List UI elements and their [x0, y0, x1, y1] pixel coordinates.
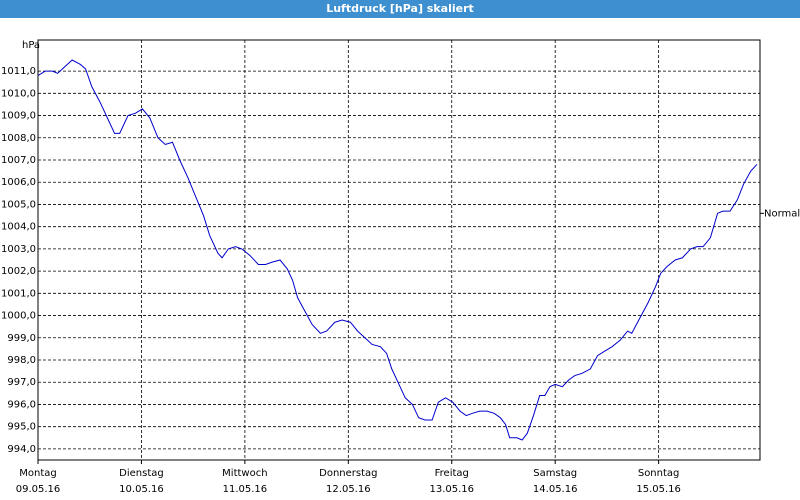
y-tick-label: 1004,0	[1, 222, 36, 233]
line	[37, 59, 758, 441]
x-tick-date: 13.05.16	[429, 484, 474, 495]
y-tick-label: 1003,0	[1, 244, 36, 255]
title-bar: Luftdruck [hPa] skaliert	[0, 0, 800, 18]
y-tick-label: 1007,0	[1, 155, 36, 166]
x-tick-date: 15.05.16	[636, 484, 681, 495]
y-tick-label: 1006,0	[1, 177, 36, 188]
x-tick-label: Sonntag	[638, 468, 680, 479]
y-axis-label: hPa	[22, 40, 40, 51]
plot-frame	[37, 39, 761, 461]
x-tick-date: 10.05.16	[119, 484, 164, 495]
y-tick-label: 998,0	[7, 355, 36, 366]
y-tick-label: 1011,0	[1, 66, 36, 77]
x-tick-date: 14.05.16	[533, 484, 578, 495]
x-tick-label: Montag	[19, 468, 56, 479]
y-tick-label: 1009,0	[1, 111, 36, 122]
y-tick-label: 1010,0	[1, 88, 36, 99]
x-tick-label: Dienstag	[119, 468, 164, 479]
y-tick-label: 996,0	[7, 399, 36, 410]
y-tick-label: 999,0	[7, 333, 36, 344]
y-tick-label: 1008,0	[1, 133, 36, 144]
y-tick-label: 1005,0	[1, 199, 36, 210]
x-tick-label: Mittwoch	[222, 468, 267, 479]
x-tick-label: Donnerstag	[319, 468, 377, 479]
x-tick-date: 11.05.16	[223, 484, 268, 495]
x-tick-label: Samstag	[533, 468, 577, 479]
y-tick-label: 997,0	[7, 377, 36, 388]
y-tick-label: 995,0	[7, 422, 36, 433]
y-tick-label: 994,0	[7, 444, 36, 455]
y-tick-label: 1000,0	[1, 311, 36, 322]
x-tick-label: Freitag	[435, 468, 469, 479]
x-tick-date: 12.05.16	[326, 484, 371, 495]
reference-label: Normal	[764, 208, 800, 219]
y-tick-label: 1002,0	[1, 266, 36, 277]
y-tick-label: 1001,0	[1, 288, 36, 299]
x-tick-date: 09.05.16	[16, 484, 61, 495]
